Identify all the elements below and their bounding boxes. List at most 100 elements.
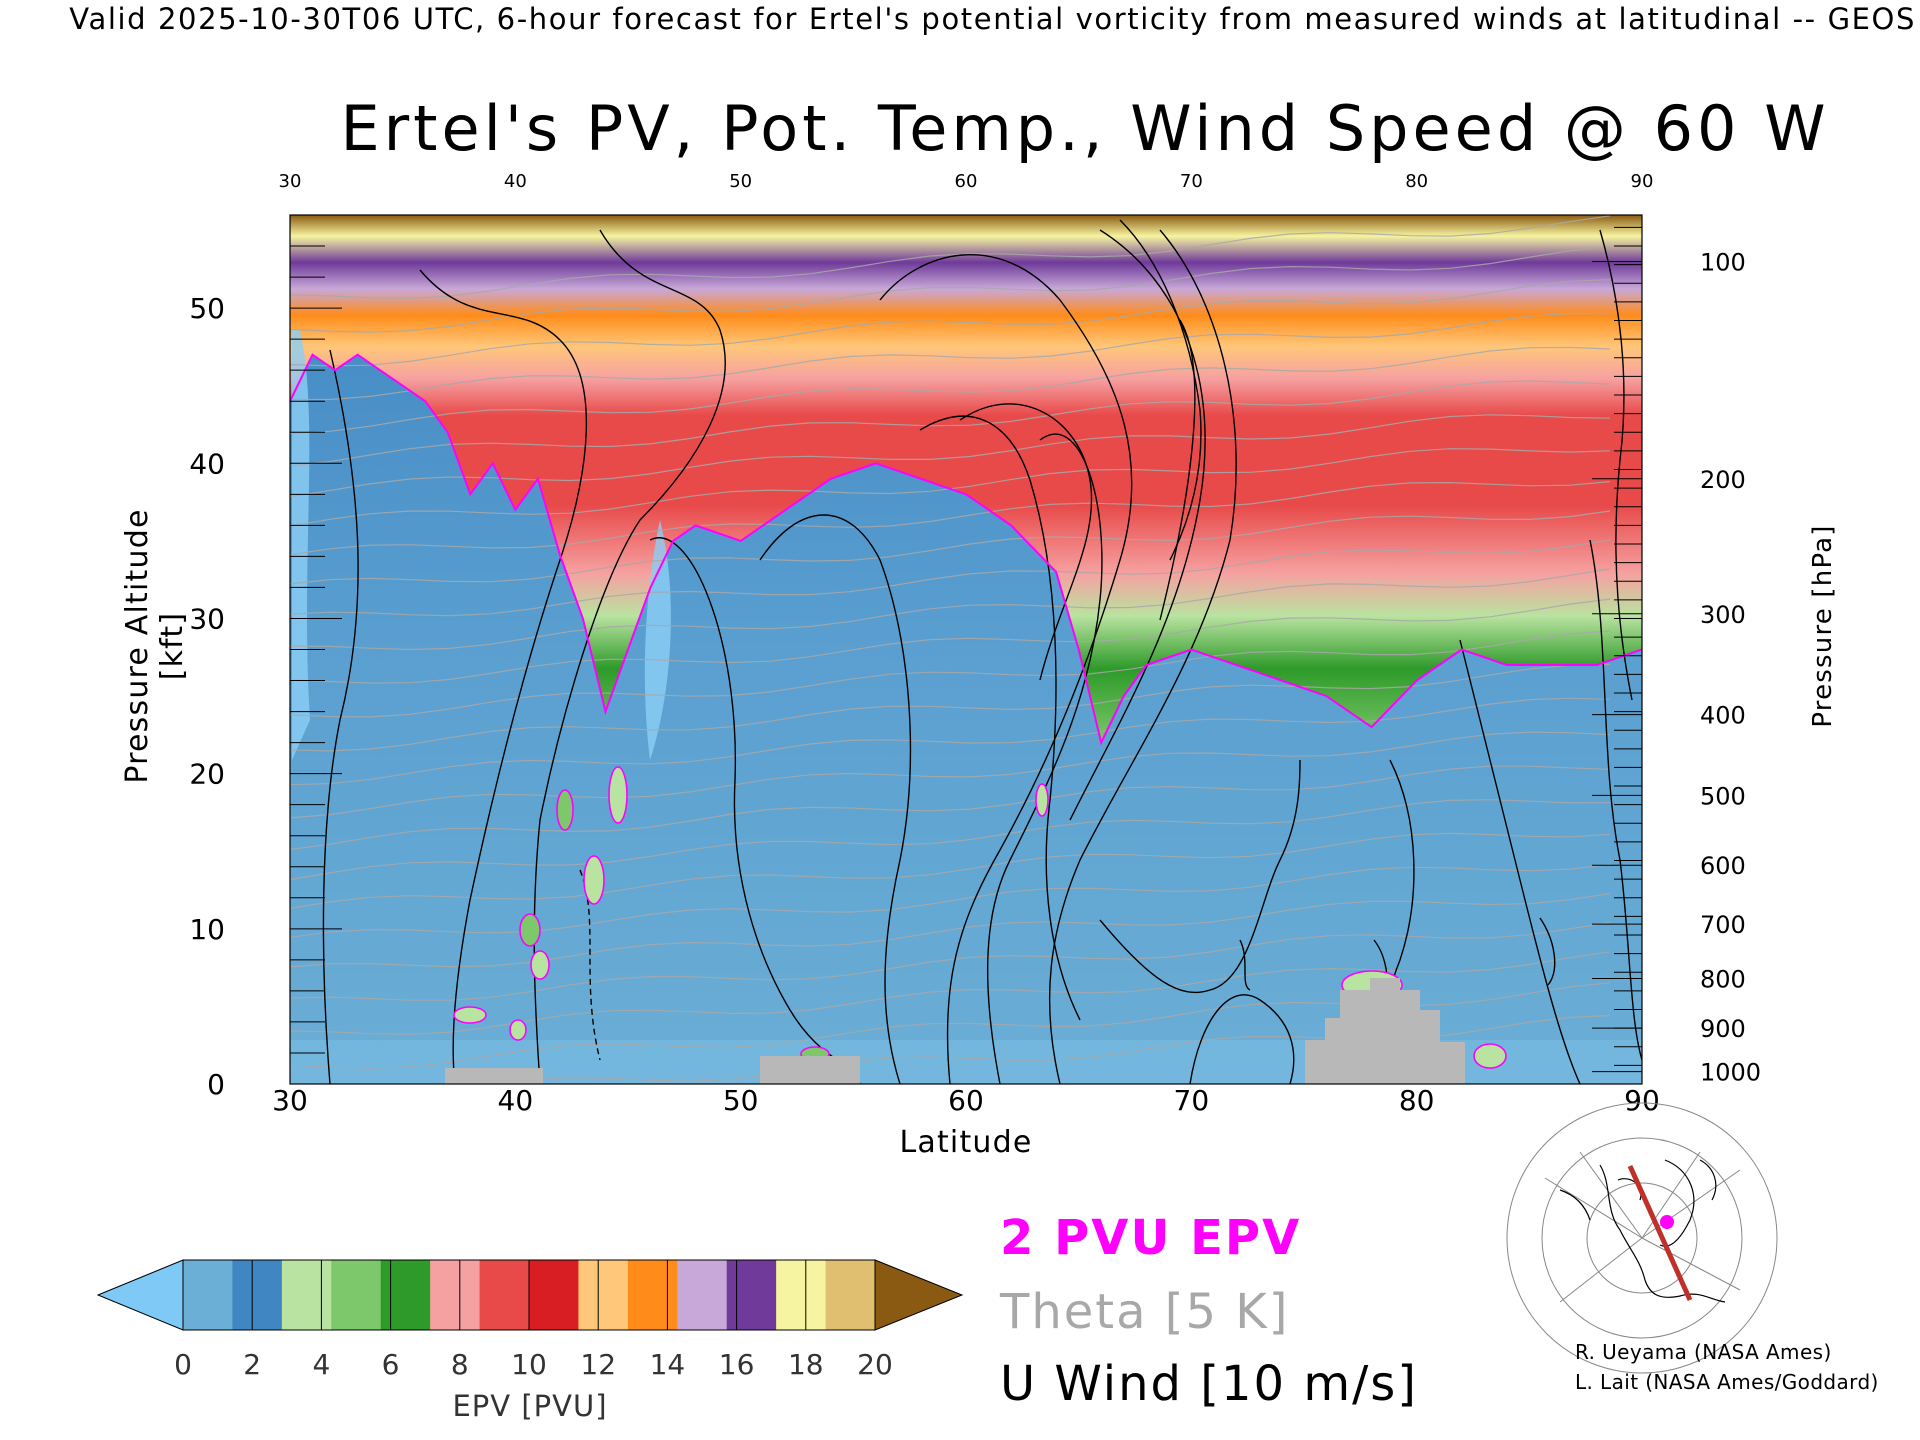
colorbar-under-arrow <box>96 1259 184 1331</box>
x-tick-label: 40 <box>498 1084 534 1117</box>
y2-tick-label: 900 <box>1700 1015 1746 1043</box>
locator-map <box>1506 1102 1778 1374</box>
colorbar-tick-label: 10 <box>511 1348 547 1381</box>
theta-contour-line <box>290 832 1611 910</box>
x-tick-label: 80 <box>1399 1084 1435 1117</box>
y2-tick-label: 800 <box>1700 965 1746 993</box>
theta-contour-line <box>290 539 1611 620</box>
colorbar-tick-label: 16 <box>719 1348 755 1381</box>
y-tick-labels: 0 10 20 30 40 50 <box>189 292 225 1101</box>
x-tick-label: 70 <box>1174 1084 1210 1117</box>
theta-contour-line <box>290 799 1611 881</box>
legend-2pvu: 2 PVU EPV <box>1000 1210 1302 1266</box>
theta-contour-line <box>290 863 1611 940</box>
colorbar-tick-label: 20 <box>857 1348 893 1381</box>
right-axis-ticks <box>1592 226 1642 1085</box>
x-tick-label: 90 <box>1624 1084 1660 1117</box>
theta-contour-line <box>290 215 1611 300</box>
theta-contour-line <box>290 731 1611 819</box>
x-top-tick-label: 80 <box>1405 171 1428 192</box>
x-axis-label: Latitude <box>899 1125 1032 1160</box>
credit-line-1: R. Ueyama (NASA Ames) <box>1575 1340 1832 1364</box>
y2-tick-label: 600 <box>1700 852 1746 880</box>
colorbar-cell <box>529 1260 579 1330</box>
colorbar-tick-label: 18 <box>788 1348 824 1381</box>
x-top-tick-label: 40 <box>504 171 527 192</box>
y-tick-label: 20 <box>189 758 225 791</box>
header-text: Valid 2025-10-30T06 UTC, 6-hour forecast… <box>69 2 1916 36</box>
y2-tick-label: 500 <box>1700 782 1746 810</box>
theta-contour-line <box>290 246 1611 333</box>
y2-tick-label: 300 <box>1700 601 1746 629</box>
y2-axis-label: Pressure [hPa] <box>1808 524 1838 728</box>
theta-contour-line <box>290 380 1611 467</box>
x-tick-label: 30 <box>272 1084 308 1117</box>
theta-contour-line <box>290 598 1611 684</box>
colorbar-over-arrow <box>874 1259 964 1331</box>
colorbar-tick-label: 2 <box>243 1348 261 1381</box>
map-track <box>1627 1164 1693 1302</box>
colorbar-cell <box>578 1260 629 1330</box>
chart-title: Ertel's PV, Pot. Temp., Wind Speed @ 60 … <box>340 92 1830 165</box>
y-tick-label: 30 <box>189 602 225 635</box>
colorbar-cell <box>677 1260 728 1330</box>
y2-tick-label: 700 <box>1700 911 1746 939</box>
colorbar-cell <box>331 1260 382 1330</box>
colorbar-cell <box>281 1260 332 1330</box>
x-tick-label: 50 <box>723 1084 759 1117</box>
y-axis-label: Pressure Altitude [kft] <box>120 508 190 784</box>
stratosphere-field <box>290 215 1642 743</box>
colorbar-cell <box>232 1260 283 1330</box>
theta-contour-line <box>290 951 1611 1036</box>
colorbar-tick-label: 6 <box>382 1348 400 1381</box>
colorbar: 0 2 4 6 8 10 12 14 16 18 20 EPV [PVU] <box>96 1259 964 1423</box>
x-top-tick-label: 50 <box>729 171 752 192</box>
left-axis-ticks <box>290 214 342 1085</box>
y-tick-label: 50 <box>189 292 225 325</box>
theta-contour-line <box>290 697 1611 786</box>
y2-tick-label: 100 <box>1700 249 1746 277</box>
colorbar-label: EPV [PVU] <box>452 1389 607 1423</box>
x-top-tick-label: 60 <box>955 171 978 192</box>
colorbar-cell <box>776 1260 827 1330</box>
colorbar-tick-label: 12 <box>580 1348 616 1381</box>
theta-contour-line <box>290 414 1611 498</box>
credit-line-2: L. Lait (NASA Ames/Goddard) <box>1575 1370 1879 1394</box>
theta-contour-line <box>290 279 1611 367</box>
colorbar-cell <box>183 1260 233 1330</box>
y-tick-label: 10 <box>189 913 225 946</box>
colorbar-tick-label: 14 <box>650 1348 686 1381</box>
colorbar-tick-label: 8 <box>451 1348 469 1381</box>
theta-contour-line <box>290 630 1611 718</box>
theta-contour-line <box>290 481 1611 556</box>
x-top-tick-labels: 30 40 50 60 70 80 90 <box>279 171 1654 192</box>
terrain-mask <box>445 978 1465 1084</box>
colorbar-cell <box>825 1260 876 1330</box>
x-top-tick-label: 70 <box>1180 171 1203 192</box>
colorbar-cell <box>380 1260 431 1330</box>
low-pv-patches <box>290 330 1642 1084</box>
y2-tick-label: 400 <box>1700 702 1746 730</box>
u-wind-contours <box>322 219 1642 1084</box>
theta-contour-line <box>290 510 1611 588</box>
map-marker <box>1660 1215 1674 1229</box>
x-top-tick-label: 30 <box>279 171 302 192</box>
colorbar-tick-label: 0 <box>174 1348 192 1381</box>
theta-contour-line <box>290 921 1611 1004</box>
y-tick-label: 0 <box>207 1068 225 1101</box>
x-tick-label: 60 <box>948 1084 984 1117</box>
y-tick-label: 40 <box>189 447 225 480</box>
colorbar-cell <box>430 1260 481 1330</box>
theta-contour-line <box>290 663 1611 752</box>
colorbar-cell <box>627 1260 678 1330</box>
theta-contour-line <box>290 568 1611 652</box>
tropopause-2pvu-contour <box>290 353 1642 746</box>
colorbar-tick-label: 4 <box>312 1348 330 1381</box>
theta-contour-line <box>290 448 1611 527</box>
theta-contour-line <box>290 892 1611 972</box>
legend-theta: Theta [5 K] <box>1000 1284 1290 1340</box>
theta-contour-line <box>290 312 1611 401</box>
y2-tick-labels: 100 200 300 400 500 600 700 800 900 1000 <box>1700 249 1761 1087</box>
colorbar-cell <box>726 1260 777 1330</box>
